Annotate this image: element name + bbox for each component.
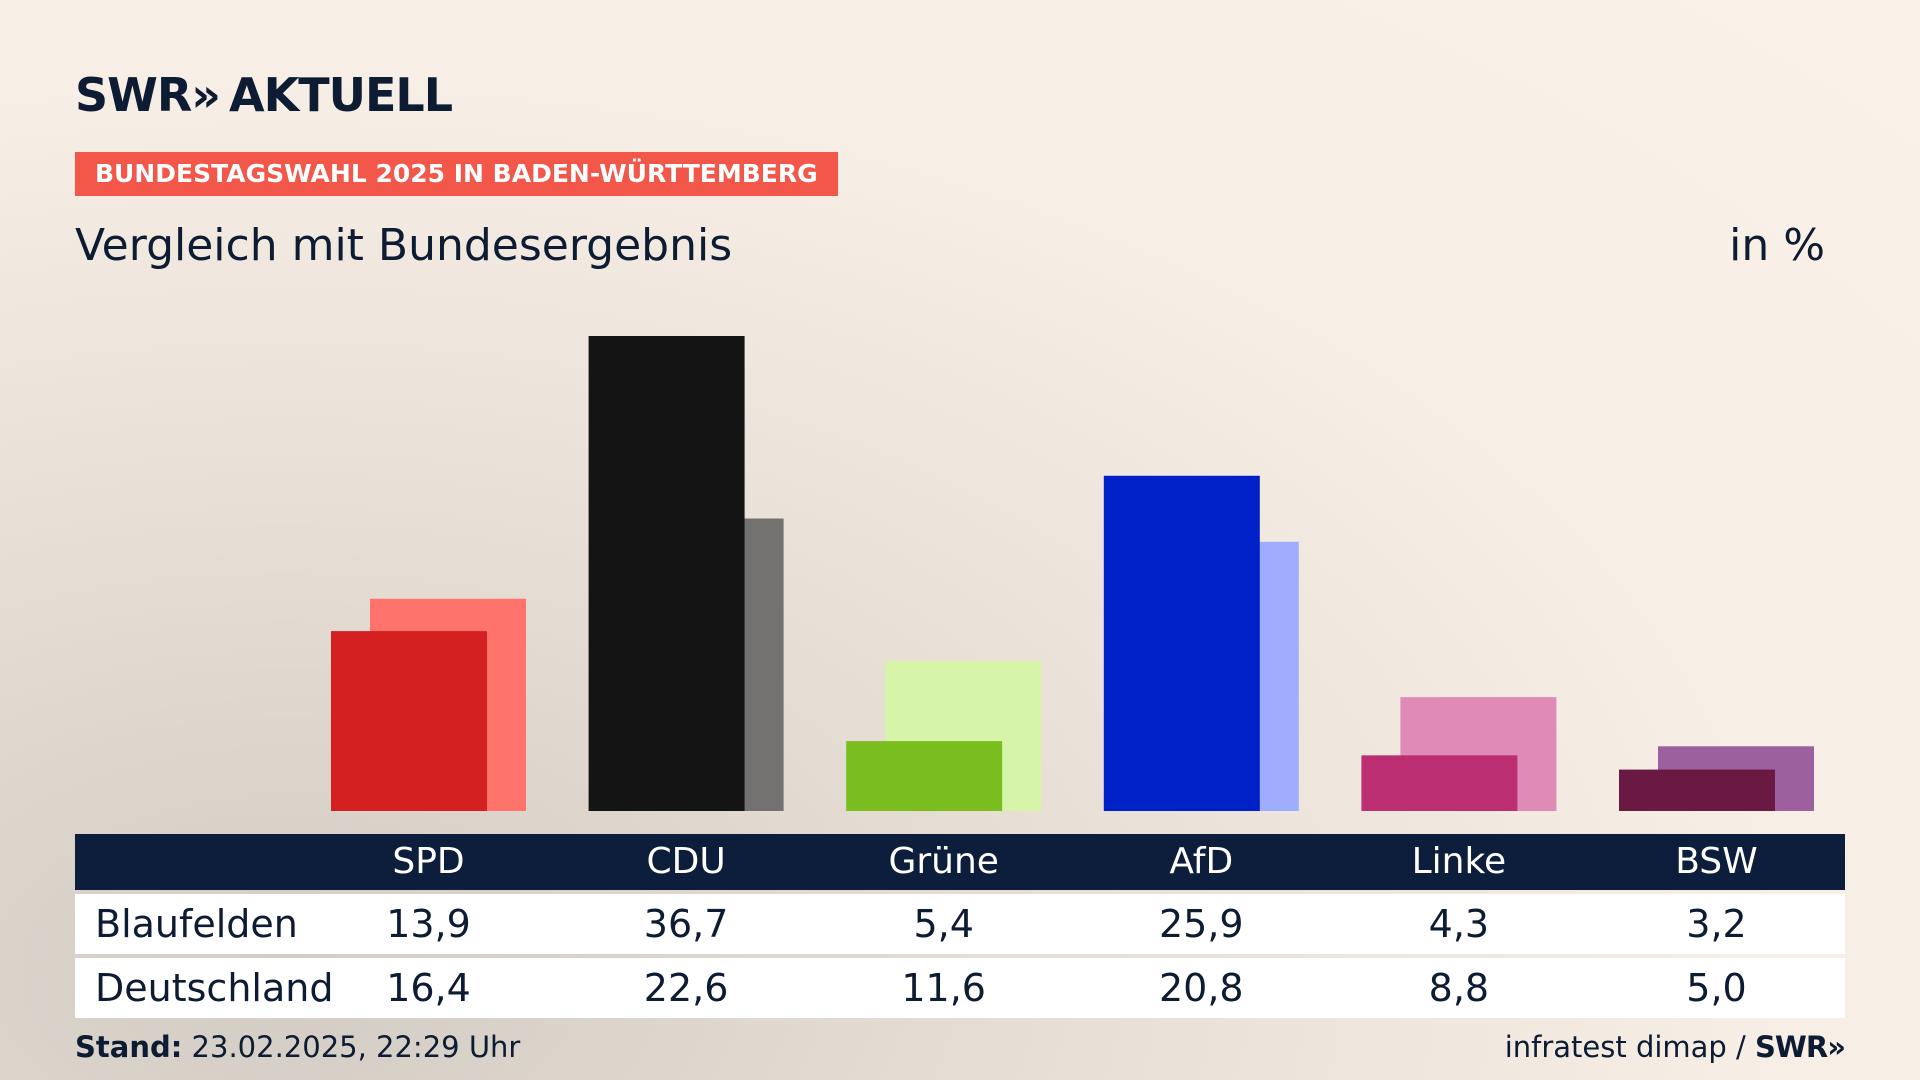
- value-cell: 22,6: [643, 966, 729, 1010]
- row-label: Blaufelden: [95, 902, 298, 946]
- value-cell: 5,0: [1686, 966, 1747, 1010]
- bar-chart: [331, 336, 1814, 811]
- column-header-bsw: BSW: [1675, 841, 1758, 882]
- value-cell: 11,6: [901, 966, 986, 1010]
- value-cell: 3,2: [1686, 902, 1747, 946]
- table-header: SPD CDU Grüne AfD Linke BSW: [75, 834, 1845, 890]
- timestamp: Stand: 23.02.2025, 22:29 Uhr: [75, 1030, 521, 1064]
- bar-blaufelden-bsw: [1619, 769, 1775, 811]
- value-cell: 13,9: [386, 902, 471, 946]
- value-cell: 4,3: [1428, 902, 1490, 946]
- table-row-blaufelden: Blaufelden 13,9 36,7 5,4 25,9 4,3 3,2: [75, 894, 1845, 954]
- bar-blaufelden-linke: [1361, 755, 1518, 811]
- bar-blaufelden-spd: [331, 631, 487, 811]
- swr-aktuell-logo: SWR» AKTUELL: [75, 68, 453, 122]
- bar-blaufelden-cdu: [588, 336, 745, 811]
- value-cell: 25,9: [1158, 902, 1244, 946]
- election-banner: BUNDESTAGSWAHL 2025 IN BADEN-WÜRTTEMBERG: [75, 152, 838, 196]
- column-header-linke: Linke: [1411, 841, 1507, 882]
- column-header-cdu: CDU: [646, 841, 726, 882]
- bar-blaufelden-grüne: [846, 741, 1003, 811]
- chart-subtitle: Vergleich mit Bundesergebnis: [75, 220, 733, 271]
- value-cell: 16,4: [386, 966, 471, 1010]
- column-header-grüne: Grüne: [888, 841, 999, 882]
- unit-label: in %: [1729, 220, 1825, 271]
- results-table: SPD CDU Grüne AfD Linke BSW Blaufelden 13,9 36,…: [75, 834, 1845, 1018]
- value-cell: 20,8: [1158, 966, 1244, 1010]
- value-cell: 5,4: [913, 902, 974, 946]
- swr-logo: SWR»: [1755, 1030, 1846, 1064]
- bar-blaufelden-afd: [1103, 475, 1260, 811]
- row-label: Deutschland: [95, 966, 334, 1010]
- column-header-spd: SPD: [392, 841, 465, 882]
- value-cell: 36,7: [643, 902, 729, 946]
- table-row-deutschland: Deutschland 16,4 22,6 11,6 20,8 8,8 5,0: [75, 958, 1845, 1018]
- source-credit: infratest dimap / SWR»: [1504, 1030, 1846, 1064]
- column-header-afd: AfD: [1169, 841, 1234, 882]
- value-cell: 8,8: [1428, 966, 1490, 1010]
